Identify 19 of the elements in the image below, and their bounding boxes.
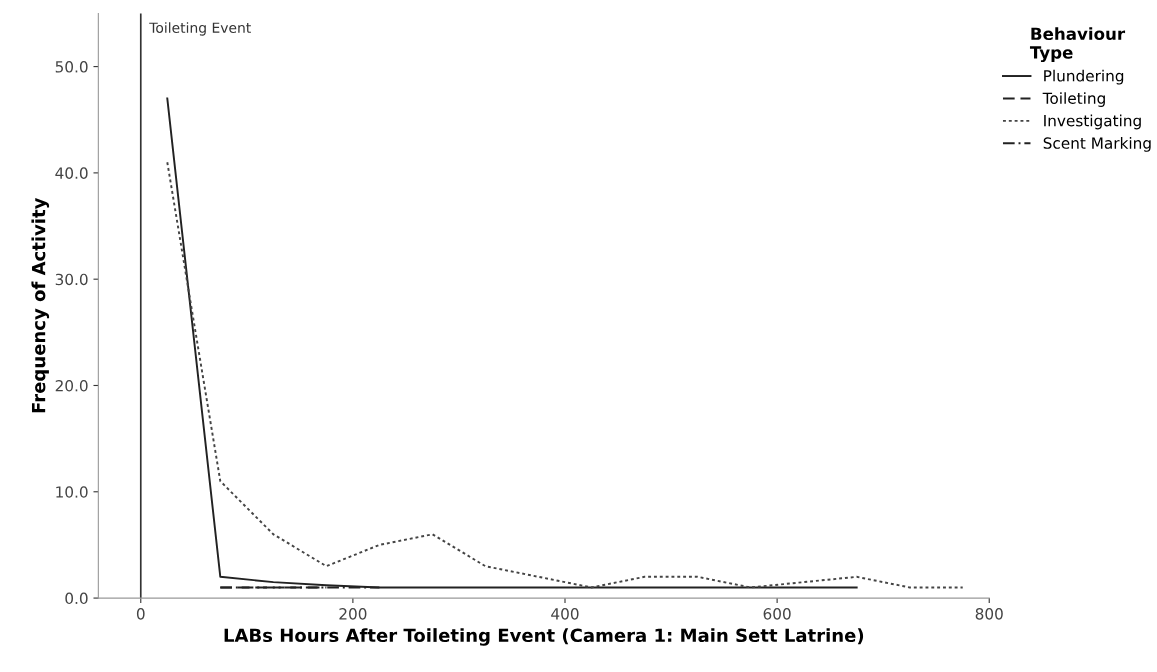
- legend-label: Scent Marking: [1043, 137, 1151, 152]
- y-tick-label: 20.0: [55, 379, 88, 392]
- x-axis-title: LABs Hours After Toileting Event (Camera 1: Main Sett Latrine): [224, 628, 864, 646]
- y-axis-title: Frequency of Activity: [31, 197, 50, 413]
- y-tick-label: 40.0: [55, 167, 88, 179]
- legend-label: Investigating: [1044, 114, 1141, 130]
- x-tick-label: 200: [339, 608, 367, 620]
- legend-label: Toileting: [1042, 92, 1105, 107]
- x-tick-label: 800: [975, 608, 1003, 620]
- legend-label: Plundering: [1044, 69, 1124, 85]
- x-tick-label: 400: [551, 608, 579, 620]
- ref-line-label: Toileting Event: [149, 22, 251, 36]
- y-tick-label: 30.0: [55, 273, 88, 286]
- y-tick-label: 0.0: [65, 592, 88, 605]
- x-tick-label: 0: [136, 608, 145, 620]
- x-tick-label: 600: [763, 608, 791, 620]
- legend-title: Behaviour Type: [1029, 27, 1126, 63]
- y-tick-label: 50.0: [55, 61, 88, 73]
- y-tick-label: 10.0: [56, 486, 88, 498]
